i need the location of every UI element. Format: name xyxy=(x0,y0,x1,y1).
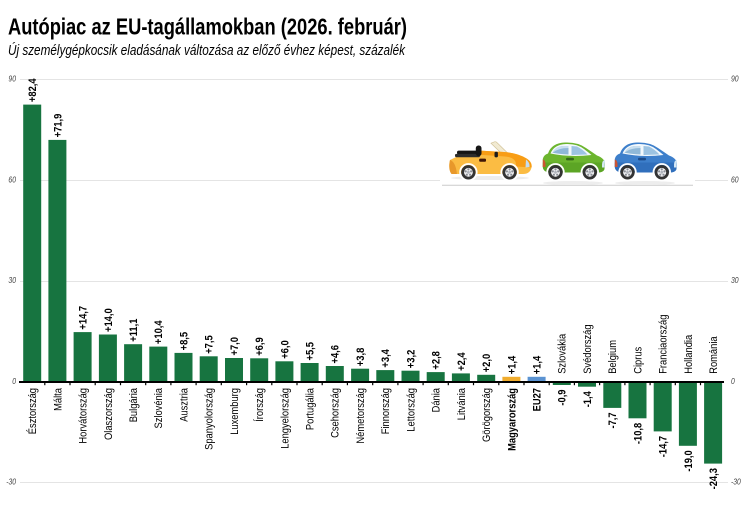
svg-text:Ausztria: Ausztria xyxy=(178,387,190,422)
svg-text:-19,0: -19,0 xyxy=(683,450,695,471)
svg-text:-14,7: -14,7 xyxy=(658,436,670,457)
svg-text:Lettország: Lettország xyxy=(405,388,417,432)
svg-text:+2,0: +2,0 xyxy=(481,354,493,373)
svg-text:+14,7: +14,7 xyxy=(78,306,90,330)
svg-text:+3,4: +3,4 xyxy=(380,348,392,367)
svg-text:+8,5: +8,5 xyxy=(178,332,190,351)
svg-text:Magyarország: Magyarország xyxy=(506,388,518,451)
svg-text:Írország: Írország xyxy=(253,388,266,422)
svg-text:+3,8: +3,8 xyxy=(355,348,367,367)
svg-text:+82,4: +82,4 xyxy=(27,78,39,102)
svg-text:60: 60 xyxy=(8,175,16,184)
svg-text:-24,3: -24,3 xyxy=(708,468,720,489)
svg-text:Belgium: Belgium xyxy=(607,340,619,374)
svg-text:-30: -30 xyxy=(731,478,741,487)
svg-text:+1,4: +1,4 xyxy=(532,355,544,374)
svg-text:Görögország: Görögország xyxy=(481,388,493,442)
svg-text:Németország: Németország xyxy=(355,388,367,444)
svg-text:Szlovénia: Szlovénia xyxy=(153,387,165,428)
svg-text:Olaszország: Olaszország xyxy=(103,388,115,440)
svg-text:Észtország: Észtország xyxy=(26,388,39,434)
svg-text:+2,8: +2,8 xyxy=(431,351,443,370)
svg-text:Lengyelország: Lengyelország xyxy=(279,388,291,449)
svg-text:Svédország: Svédország xyxy=(582,324,594,373)
svg-text:Spanyolország: Spanyolország xyxy=(204,388,216,450)
svg-text:Új személygépkocsik eladásának: Új személygépkocsik eladásának változása… xyxy=(8,42,406,59)
svg-text:-10,8: -10,8 xyxy=(632,423,644,444)
svg-text:Románia: Románia xyxy=(708,336,720,374)
svg-text:Csehország: Csehország xyxy=(330,388,342,438)
svg-text:30: 30 xyxy=(8,276,16,285)
svg-text:+4,6: +4,6 xyxy=(330,345,342,364)
svg-text:Ciprus: Ciprus xyxy=(632,346,644,373)
svg-text:30: 30 xyxy=(731,276,739,285)
svg-text:Bulgária: Bulgária xyxy=(128,387,140,422)
svg-text:Portugália: Portugália xyxy=(305,387,317,430)
svg-text:Szlovákia: Szlovákia xyxy=(557,333,569,374)
svg-text:+7,5: +7,5 xyxy=(204,335,216,354)
svg-text:+11,1: +11,1 xyxy=(128,319,140,342)
svg-text:+1,4: +1,4 xyxy=(506,355,518,374)
svg-text:Litvánia: Litvánia xyxy=(456,387,468,420)
svg-text:+6,9: +6,9 xyxy=(254,337,266,356)
svg-text:60: 60 xyxy=(731,175,739,184)
svg-text:-0,9: -0,9 xyxy=(557,390,569,406)
svg-text:0: 0 xyxy=(731,377,735,386)
svg-text:+71,9: +71,9 xyxy=(52,114,64,138)
svg-text:+14,0: +14,0 xyxy=(103,308,115,332)
svg-text:-30: -30 xyxy=(6,478,16,487)
svg-text:Hollandia: Hollandia xyxy=(683,334,695,374)
svg-text:+10,4: +10,4 xyxy=(153,320,165,344)
svg-text:Luxemburg: Luxemburg xyxy=(229,388,241,435)
svg-text:Horvátország: Horvátország xyxy=(78,388,90,444)
svg-text:Finnország: Finnország xyxy=(380,388,392,434)
svg-text:-1,4: -1,4 xyxy=(582,390,594,407)
svg-text:+6,0: +6,0 xyxy=(279,340,291,359)
svg-text:90: 90 xyxy=(731,75,739,84)
svg-text:EU27: EU27 xyxy=(532,388,544,411)
svg-text:-7,7: -7,7 xyxy=(607,412,619,428)
svg-text:Dánia: Dánia xyxy=(431,387,443,412)
svg-text:0: 0 xyxy=(12,377,16,386)
svg-text:+3,2: +3,2 xyxy=(405,350,417,369)
svg-text:+2,4: +2,4 xyxy=(456,352,468,371)
svg-text:Málta: Málta xyxy=(52,387,64,411)
svg-text:Autópiac az EU-tagállamokban (: Autópiac az EU-tagállamokban (2026. febr… xyxy=(8,14,407,40)
svg-text:+5,5: +5,5 xyxy=(305,342,317,361)
svg-text:+7,0: +7,0 xyxy=(229,337,241,356)
svg-text:Franciaország: Franciaország xyxy=(658,315,670,374)
svg-text:90: 90 xyxy=(8,75,16,84)
